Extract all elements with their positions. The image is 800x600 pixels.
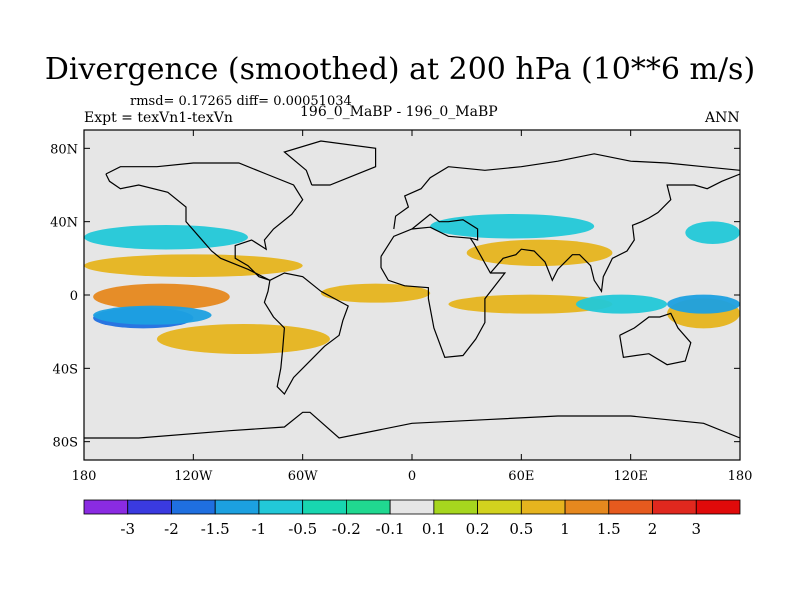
x-tick-label: 60E <box>508 469 534 484</box>
colorbar-label: -0.2 <box>332 520 361 538</box>
colorbar-label: -0.5 <box>288 520 317 538</box>
contour-atlantic-positive <box>320 283 431 303</box>
coastline-3 <box>380 226 507 358</box>
experiment-label: Expt = texVn1-texVn <box>84 110 233 126</box>
colorbar-label: 1.5 <box>597 520 621 538</box>
cases-label: 196_0_MaBP - 196_0_MaBP <box>300 104 498 120</box>
colorbar-label: -3 <box>120 520 135 538</box>
contour-equatorial-pacific-positive <box>93 283 230 311</box>
x-tick-label: 120W <box>174 469 213 484</box>
colorbar-label: 1 <box>560 520 570 538</box>
coastline-1 <box>283 140 377 186</box>
contour-fields <box>84 214 740 354</box>
colorbar-label: 0.2 <box>466 520 490 538</box>
contour-indian-negative <box>576 294 668 314</box>
y-tick-label: 40N <box>50 216 78 231</box>
colorbar-swatch <box>302 499 347 515</box>
x-tick-label: 120E <box>614 469 648 484</box>
colorbar-swatch <box>564 499 610 515</box>
contour-north-negative-band <box>84 225 248 250</box>
colorbar-swatch <box>695 499 741 515</box>
continent-outlines <box>84 140 740 439</box>
coastline-6 <box>489 173 740 293</box>
x-tick-label: 0 <box>408 469 416 484</box>
colorbar-label: 2 <box>648 520 658 538</box>
colorbar-swatch <box>127 499 172 515</box>
colorbar-label: 0.1 <box>422 520 446 538</box>
colorbar-label: -1.5 <box>201 520 230 538</box>
colorbar-swatch <box>520 499 566 515</box>
y-tick-label: 80S <box>53 436 78 451</box>
y-tick-label: 80N <box>50 142 78 157</box>
colorbar-swatch <box>433 499 479 515</box>
contour-west-pacific-negative <box>667 294 740 314</box>
coastline-8 <box>84 411 740 439</box>
colorbar-label: 0.5 <box>509 520 533 538</box>
y-tick-label: 0 <box>70 289 78 304</box>
coastline-5 <box>411 213 479 241</box>
contour-south-pacific-positive-band <box>156 324 330 354</box>
coastline-2 <box>263 272 349 395</box>
coastline-4 <box>393 153 740 230</box>
y-tick-label: 40S <box>53 362 78 377</box>
x-tick-label: 180 <box>728 469 753 484</box>
coastline-0 <box>105 162 304 281</box>
x-tick-label: 180 <box>72 469 97 484</box>
colorbar-label: 3 <box>691 520 701 538</box>
season-label: ANN <box>705 110 740 126</box>
chart-title: Divergence (smoothed) at 200 hPa (10**6 … <box>44 52 756 87</box>
coastline-7 <box>619 312 692 366</box>
stats-line: rmsd= 0.17265 diff= 0.00051034 <box>130 94 352 109</box>
colorbar-label: -2 <box>164 520 179 538</box>
colorbar-swatch <box>652 499 697 515</box>
contour-north-pacific-east-negative <box>685 221 740 244</box>
colorbar-label: -0.1 <box>376 520 405 538</box>
colorbar-swatch <box>477 499 522 515</box>
colorbar-swatch <box>389 499 435 515</box>
contour-asia-positive <box>466 239 613 266</box>
contour-north-positive-band <box>84 254 303 277</box>
colorbar-swatch <box>345 499 391 515</box>
colorbar: -3 -2 -1.5 -1 -0.5 -0.2 -0.1 0.1 0.2 0.5 1 1.5 2 3 <box>83 499 741 538</box>
x-tick-label: 60W <box>288 469 319 484</box>
axis-ticks: 180 120W 60W 0 60E 120E 180 80N 40N 0 40S 80S <box>50 130 752 484</box>
colorbar-swatch <box>608 499 653 515</box>
colorbar-label: -1 <box>252 520 267 538</box>
contour-north-pacific-negative-band <box>93 305 212 325</box>
colorbar-swatch <box>171 499 216 515</box>
colorbar-swatch <box>214 499 260 515</box>
contour-asia-negative <box>430 214 595 239</box>
contour-africa-indian-positive <box>448 294 613 314</box>
colorbar-swatch <box>83 499 129 515</box>
colorbar-swatch <box>258 499 304 515</box>
